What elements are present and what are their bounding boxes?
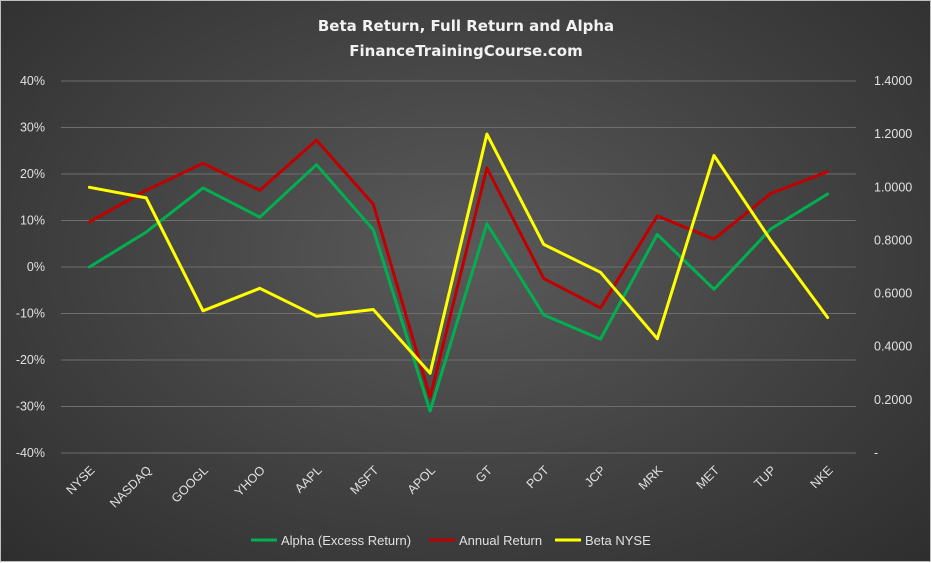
series-line-1 [87,163,830,413]
legend-label: Alpha (Excess Return) [281,533,411,548]
right-tick-label: 1.2000 [874,127,912,141]
chart-title: Beta Return, Full Return and Alpha [318,17,614,35]
left-tick-label: -10% [16,307,45,321]
right-tick-label: 0.2000 [874,393,912,407]
legend-label: Annual Return [459,533,542,548]
right-y-axis: 1.4000 1.2000 1.0000 0.8000 0.6000 0.4000 0.20… [874,74,912,460]
right-tick-label: 0.6000 [874,287,912,301]
legend-label: Beta NYSE [585,533,651,548]
left-tick-label: -40% [16,446,45,460]
x-tick-label: AAPL [292,463,325,496]
left-tick-label: 40% [20,74,45,88]
right-tick-label: - [874,446,878,460]
left-tick-label: 10% [20,214,45,228]
x-tick-label: NYSE [64,463,98,497]
x-tick-label: TUP [751,463,779,491]
left-tick-label: -20% [16,353,45,367]
right-tick-label: 1.4000 [874,74,912,88]
series-line-2 [87,138,830,399]
right-tick-label: 0.8000 [874,233,912,247]
x-tick-label: MSFT [347,463,381,497]
series-line-3 [87,132,830,375]
x-tick-label: JCP [582,463,609,490]
x-tick-label: YHOO [232,463,268,499]
x-tick-label: MRK [636,463,666,493]
x-tick-label: NASDAQ [107,463,154,510]
left-y-axis: 40% 30% 20% 10% 0% -10% -20% -30% -40% [16,74,45,460]
x-tick-label: MET [694,463,723,492]
x-tick-label: GOOGL [169,463,211,505]
chart-subtitle: FinanceTrainingCourse.com [349,42,582,60]
left-tick-label: 20% [20,167,45,181]
x-tick-label: GT [473,463,495,485]
right-tick-label: 1.0000 [874,180,912,194]
left-tick-label: -30% [16,400,45,414]
left-tick-label: 30% [20,121,45,135]
legend: Alpha (Excess Return) Annual Return Beta N… [251,533,651,548]
x-tick-label: APOL [405,463,439,497]
left-tick-label: 0% [27,260,45,274]
x-tick-label: POT [524,463,552,491]
x-axis: NYSE NASDAQ GOOGL YHOO AAPL MSFT APOL GT POT JCP M… [64,463,836,511]
x-tick-label: NKE [808,463,836,491]
right-tick-label: 0.4000 [874,340,912,354]
series-lines [87,132,830,413]
